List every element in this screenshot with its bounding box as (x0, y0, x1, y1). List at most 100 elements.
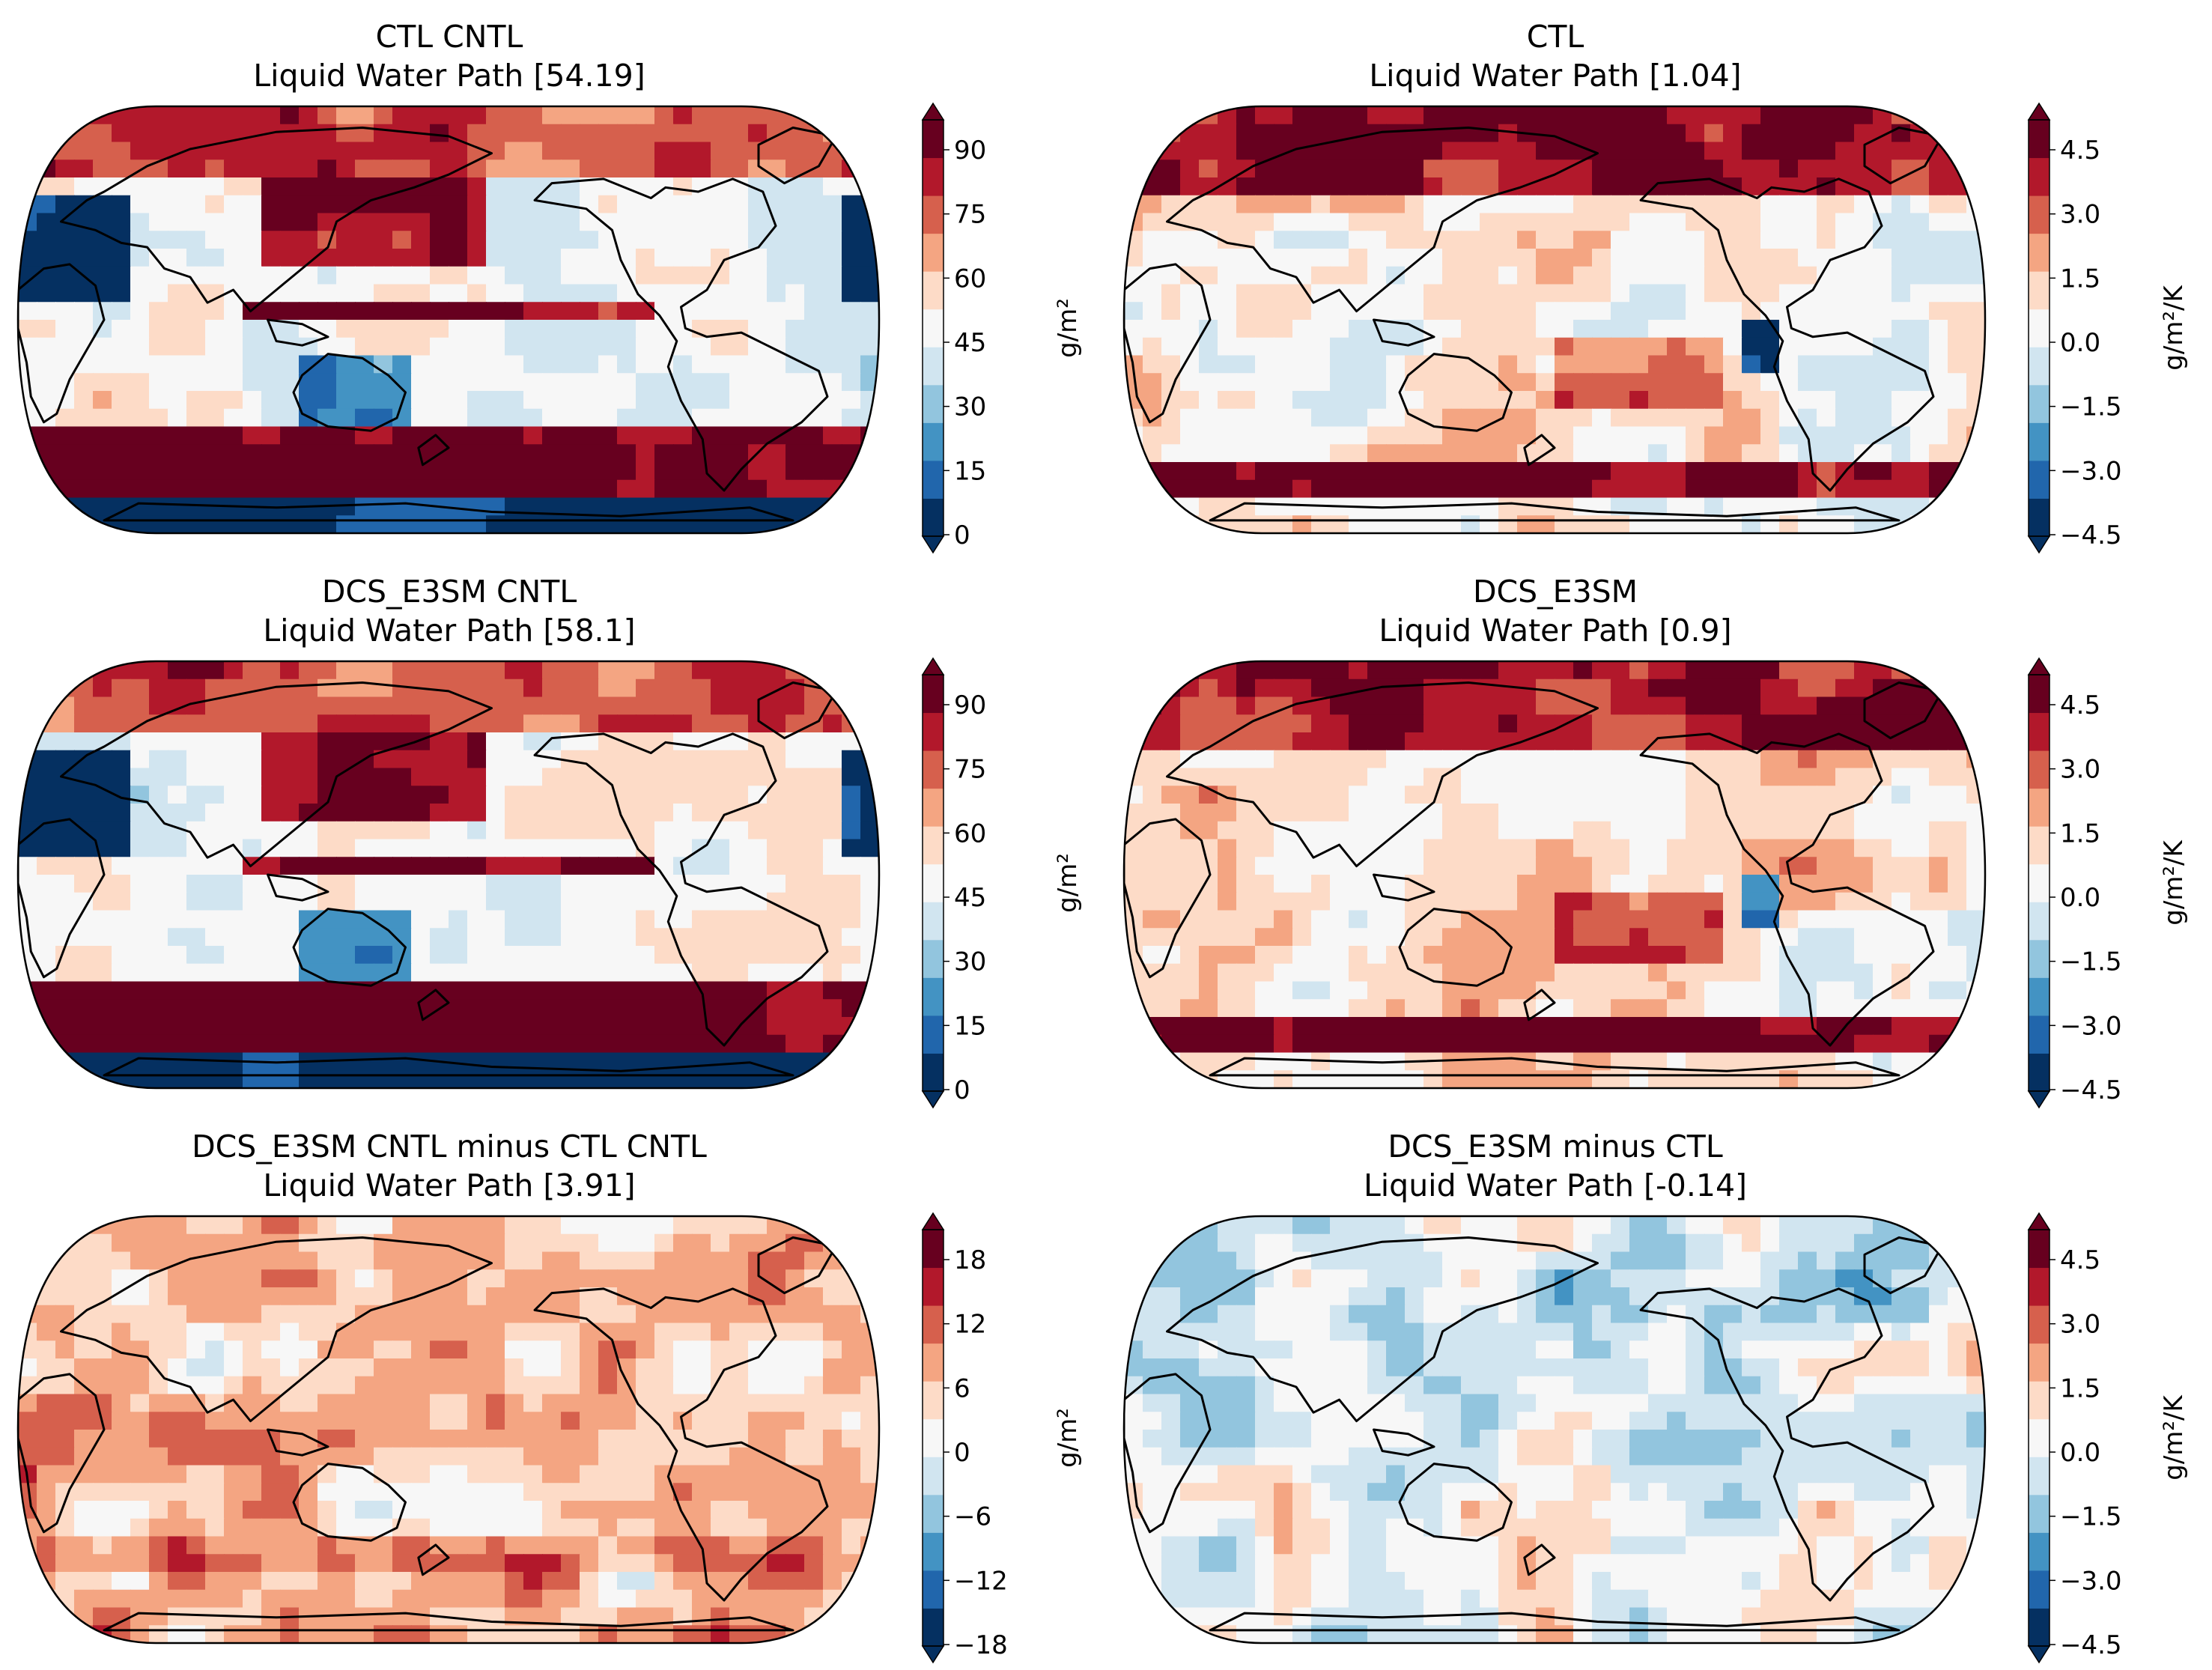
field-cell (692, 1269, 711, 1288)
field-cell (186, 714, 206, 733)
field-cell (786, 124, 805, 143)
field-cell (1292, 124, 1312, 143)
field-cell (1892, 946, 1911, 965)
field-cell (692, 479, 711, 499)
field-cell (449, 1216, 468, 1235)
field-cell (1292, 142, 1312, 161)
field-cell (186, 177, 206, 196)
field-cell (1161, 284, 1181, 303)
field-cell (711, 786, 730, 804)
field-cell (636, 142, 655, 161)
field-cell (1274, 302, 1293, 321)
field-cell (1629, 661, 1649, 680)
field-cell (729, 337, 749, 356)
field-cell (1274, 462, 1293, 481)
field-cell (37, 408, 56, 428)
field-cell (1311, 479, 1331, 499)
field-cell (804, 857, 824, 875)
field-cell (1573, 106, 1593, 125)
field-cell (467, 106, 487, 125)
field-cell (505, 875, 524, 893)
field-cell (243, 696, 262, 716)
field-cell (1742, 142, 1761, 161)
field-cell (1536, 355, 1555, 374)
field-cell (823, 875, 842, 893)
field-cell (168, 910, 187, 929)
field-cell (1330, 696, 1349, 716)
field-cell (1517, 750, 1537, 769)
field-cell (261, 999, 281, 1018)
field-cell (1124, 177, 1143, 196)
field-cell (18, 124, 37, 143)
field-cell (860, 302, 879, 321)
field-cell (467, 963, 487, 983)
field-cell (243, 320, 262, 338)
field-cell (1648, 124, 1668, 143)
field-cell (1779, 839, 1799, 858)
field-cell (1798, 213, 1817, 232)
field-cell (1760, 302, 1780, 321)
field-cell (1255, 408, 1274, 428)
field-cell (542, 928, 562, 947)
field-cell (1536, 750, 1555, 769)
field-cell (1817, 106, 1836, 125)
field-cell (1929, 714, 1948, 733)
field-cell (636, 320, 655, 338)
field-cell (505, 284, 524, 303)
field-cell (1199, 266, 1218, 285)
field-cell (523, 1340, 543, 1359)
field-cell (112, 426, 131, 446)
field-cell (1723, 497, 1742, 517)
coastline-australia (1398, 908, 1513, 987)
field-cell (1592, 355, 1611, 374)
field-cell (1854, 124, 1874, 143)
field-cell (842, 337, 861, 356)
field-cell (1592, 479, 1611, 499)
field-cell (598, 875, 618, 893)
field-cell (711, 1034, 730, 1054)
field-cell (1929, 786, 1948, 804)
field-cell (1218, 337, 1237, 356)
field-cell (1779, 231, 1799, 249)
field-cell (374, 661, 393, 680)
field-cell (243, 1251, 262, 1271)
field-cell (804, 302, 824, 321)
coastlines (1124, 681, 1943, 1077)
panel-title-line2: Liquid Water Path [54.19] (253, 58, 645, 94)
field-cell (467, 249, 487, 267)
field-cell (1236, 444, 1256, 463)
field-cell (842, 462, 861, 481)
field-cell (786, 408, 805, 428)
field-cell (1143, 195, 1162, 214)
field-cell (392, 1251, 412, 1271)
field-cell (505, 1269, 524, 1288)
field-cell (692, 266, 711, 285)
field-cell (786, 497, 805, 517)
field-cell (449, 249, 468, 267)
field-cell (580, 963, 599, 983)
field-cell (1180, 320, 1200, 338)
field-cell (523, 177, 543, 196)
field-cell (430, 408, 449, 428)
field-cell (1760, 946, 1780, 965)
field-cell (336, 284, 356, 303)
field-cell (168, 106, 187, 125)
field-cell (1218, 249, 1237, 267)
field-cell (1667, 696, 1686, 716)
field-cell (355, 497, 374, 517)
field-cell (1218, 714, 1237, 733)
field-cell (1405, 981, 1424, 1001)
field-cell (711, 661, 730, 680)
field-cell (1161, 786, 1181, 804)
field-cell (1124, 391, 1143, 410)
field-cell (786, 821, 805, 840)
field-cell (804, 249, 824, 267)
field-cell (280, 1305, 300, 1324)
field-cell (711, 373, 730, 392)
field-cell (1161, 875, 1181, 893)
field-cell (561, 355, 580, 374)
field-cell (1760, 213, 1780, 232)
field-cell (149, 337, 168, 356)
field-cell (1629, 875, 1649, 893)
field-cell (355, 213, 374, 232)
